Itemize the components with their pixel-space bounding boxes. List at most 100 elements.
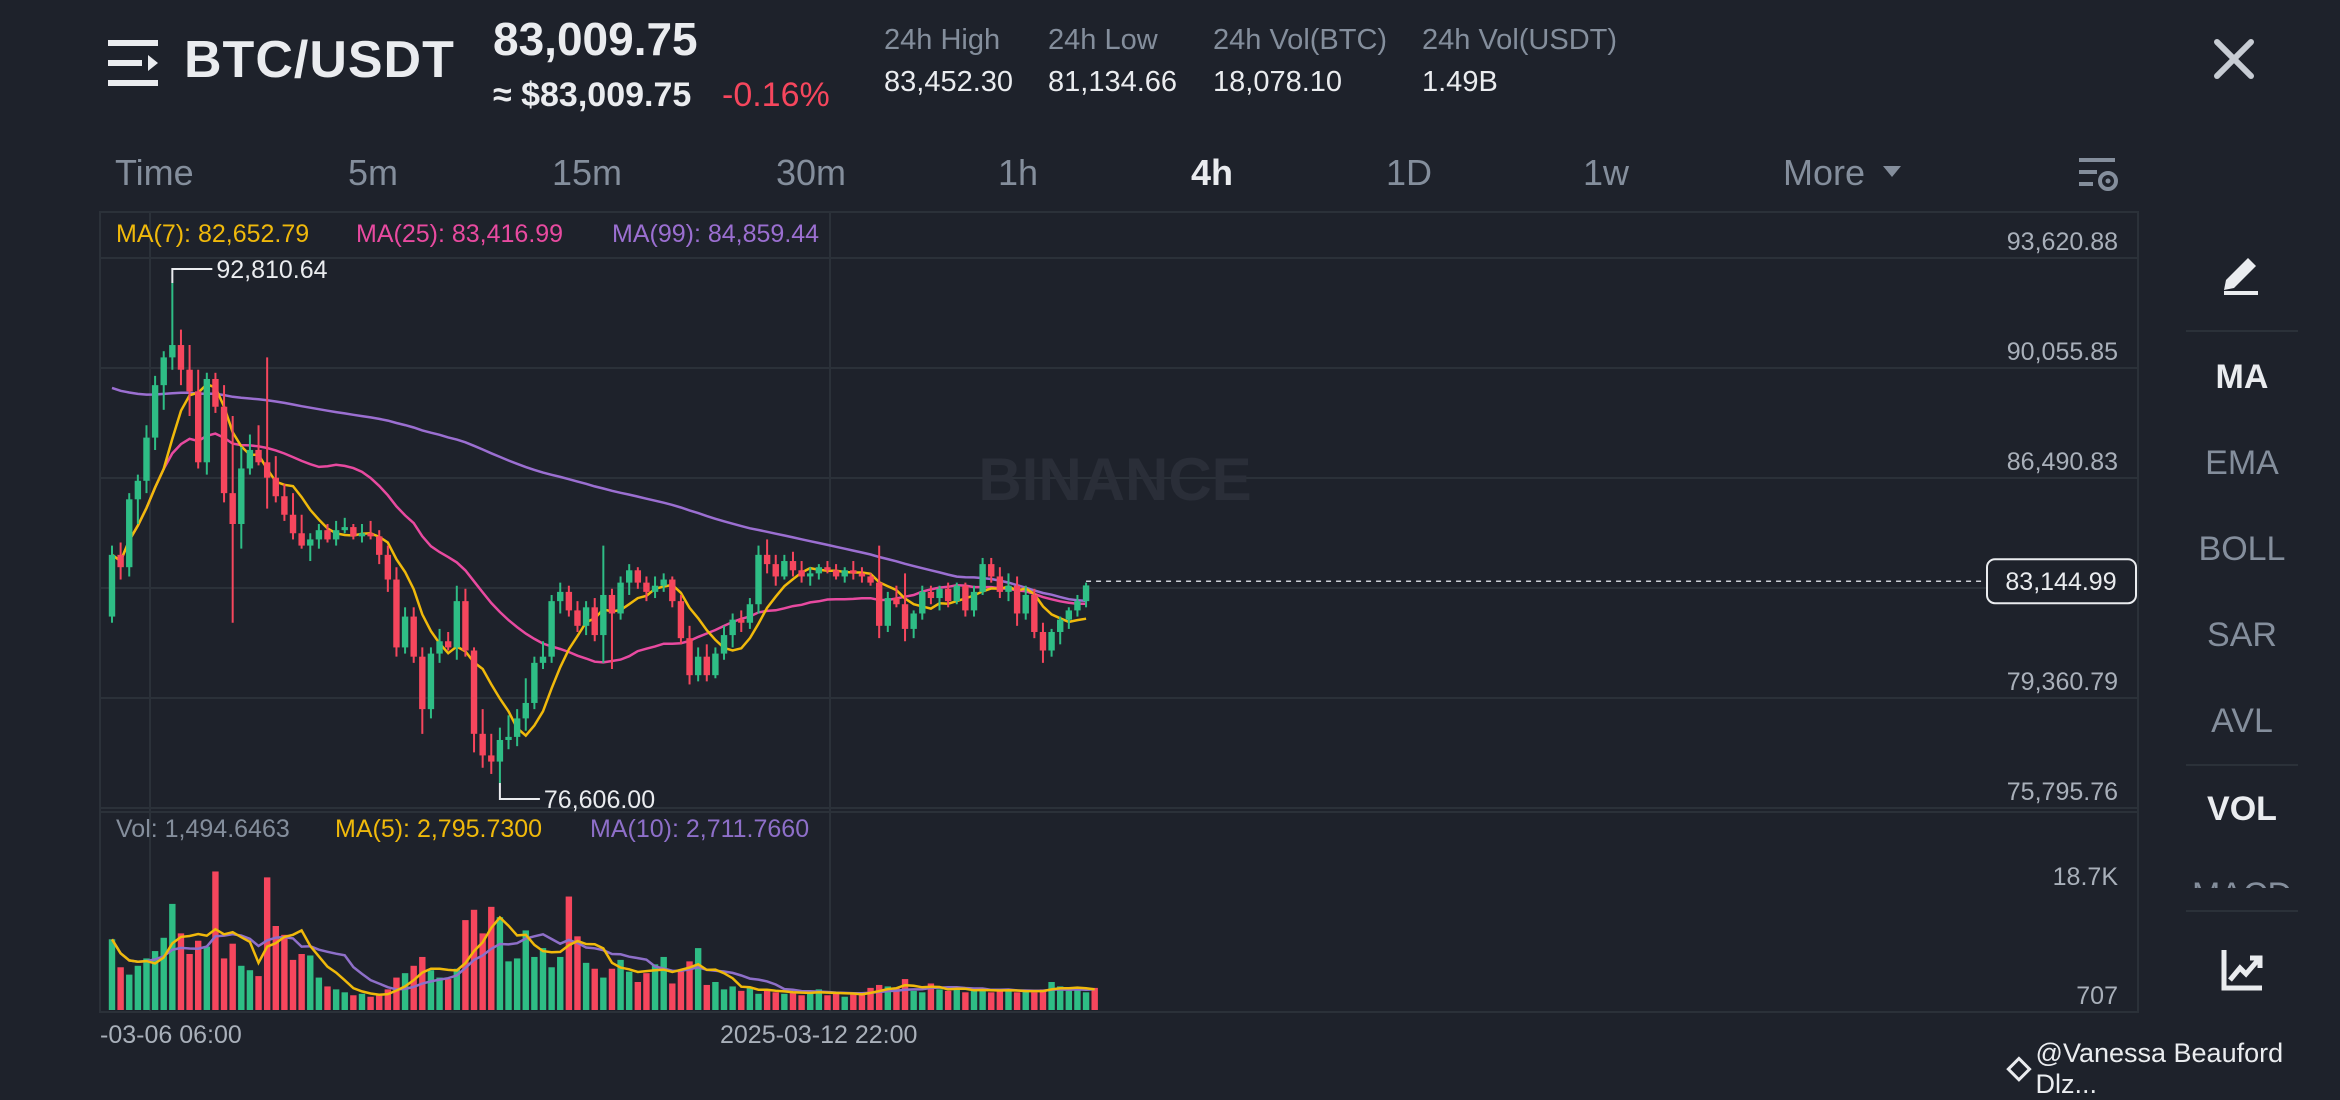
indicator-ma[interactable]: MA (2215, 358, 2269, 396)
candle-body (246, 449, 254, 469)
vol-axis-min: 707 (2076, 982, 2118, 1010)
volume-bar (867, 987, 874, 1010)
volume-bar (539, 948, 547, 1010)
tab-time[interactable]: Time (115, 152, 194, 193)
volume-bar (505, 961, 512, 1010)
candle-body (582, 607, 590, 626)
volume-bar (108, 939, 116, 1010)
volume-bar (1031, 992, 1038, 1010)
candle-body (1005, 585, 1012, 592)
candle-body (1074, 601, 1081, 611)
last-price: 83,009.75 (493, 13, 698, 65)
trading-pair-title[interactable]: BTC/USDT (184, 31, 455, 89)
volume-bar (841, 996, 848, 1010)
volume-bar (582, 962, 590, 1010)
volume-bar (315, 977, 323, 1010)
volume-bar (634, 982, 642, 1010)
volume-bar (436, 977, 443, 1010)
tab-30m[interactable]: 30m (776, 152, 847, 193)
candle-body (332, 530, 340, 540)
low-marker-line (498, 783, 540, 800)
price-axis-label: 75,795.76 (2007, 778, 2118, 806)
volume-bar (263, 877, 271, 1010)
candle-body (1065, 610, 1073, 620)
candle-body (393, 579, 400, 648)
candle-body (944, 588, 952, 602)
candle-body (358, 533, 366, 537)
volume-bar (427, 970, 435, 1010)
candle-body (350, 527, 357, 537)
stat-24h-vol-usdt-label: 24h Vol(USDT) (1422, 24, 1618, 56)
vol-ma5-line (110, 915, 1095, 996)
candle-body (151, 385, 159, 438)
chart-settings-icon[interactable] (2075, 152, 2121, 194)
volume-bar (1074, 989, 1081, 1010)
volume-bar (600, 977, 607, 1010)
indicator-sar[interactable]: SAR (2207, 616, 2277, 654)
tab-4h[interactable]: 4h (1191, 152, 1234, 193)
indicator-ema[interactable]: EMA (2205, 444, 2279, 482)
footer-user[interactable]: @Vanessa Beauford Dlz... (2006, 1038, 2340, 1100)
candle-body (755, 554, 762, 605)
volume-bar (720, 989, 728, 1010)
candle-body (557, 591, 564, 602)
volume-bar (522, 930, 529, 1010)
volume-bar (884, 986, 891, 1010)
candle-body (255, 449, 262, 463)
chart-type-icon[interactable] (2212, 944, 2272, 1000)
time-axis-label: -03-06 06:00 (100, 1021, 242, 1049)
indicator-vol[interactable]: VOL (2207, 790, 2277, 828)
candle-body (238, 468, 245, 525)
candle-body (436, 641, 443, 654)
vol-ma10-legend: MA(10): 2,711.7660 (590, 815, 809, 843)
indicator-avl[interactable]: AVL (2211, 702, 2273, 740)
indicator-boll[interactable]: BOLL (2198, 530, 2286, 568)
candle-body (177, 345, 185, 370)
candle-body (1022, 594, 1029, 614)
volume-bar (807, 990, 814, 1010)
volume-bar (488, 906, 495, 1010)
indicator-macd-partial[interactable]: MACD (2186, 870, 2298, 888)
volume-bar (936, 989, 943, 1010)
volume-bar (358, 993, 366, 1010)
ma99-legend: MA(99): 84,859.44 (612, 220, 819, 248)
volume-bar (496, 917, 504, 1010)
time-axis-label: 2025-03-12 22:00 (720, 1021, 917, 1049)
tab-1w[interactable]: 1w (1583, 152, 1630, 193)
volume-bar (367, 996, 374, 1010)
draw-tool-icon[interactable] (2196, 246, 2288, 296)
candle-body (488, 755, 495, 762)
candle-body (712, 653, 719, 676)
candle-body (953, 585, 960, 602)
candle-body (867, 576, 874, 583)
candle-body (496, 739, 504, 762)
tab-15m[interactable]: 15m (552, 152, 623, 193)
volume-bar (453, 968, 460, 1010)
volume-bar (212, 871, 219, 1010)
candle-body (841, 570, 848, 577)
close-icon[interactable] (2205, 30, 2263, 88)
tab-5m[interactable]: 5m (348, 152, 399, 193)
indicator-macd[interactable]: MACD (2186, 876, 2298, 888)
high-marker-line (171, 268, 213, 284)
price-axis-label: 79,360.79 (2007, 668, 2118, 696)
tab-1h[interactable]: 1h (998, 152, 1039, 193)
menu-icon[interactable] (108, 40, 164, 86)
candle-body (858, 573, 866, 577)
vol-axis-max: 18.7K (2053, 863, 2119, 891)
volume-bar (798, 995, 805, 1010)
candle-body (988, 564, 995, 577)
candle-body (212, 378, 219, 407)
candle-body (531, 662, 538, 703)
candle-body (195, 391, 202, 463)
candle-body (781, 561, 788, 577)
candle-body (479, 733, 486, 756)
volume-bar (238, 965, 245, 1010)
current-price-tag[interactable]: 83,144.99 (1986, 558, 2137, 605)
candle-body (470, 650, 478, 734)
tab-1d[interactable]: 1D (1386, 152, 1433, 193)
candle-body (651, 585, 659, 592)
candle-body (1013, 585, 1021, 614)
tab-more[interactable]: More (1783, 152, 1902, 194)
